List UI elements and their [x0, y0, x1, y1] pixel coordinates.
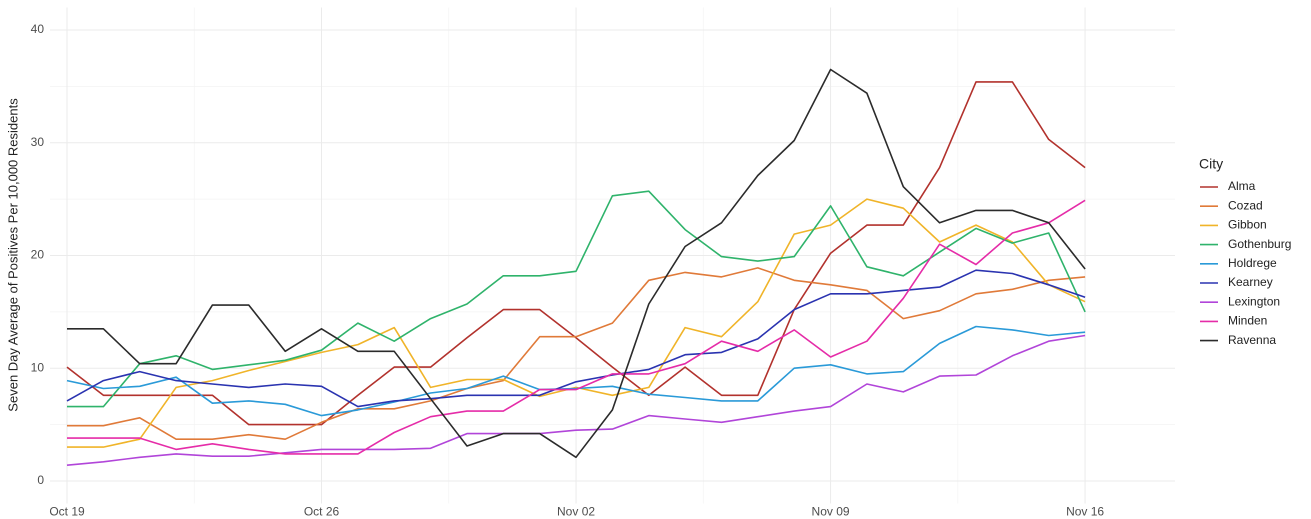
legend-label: Alma [1228, 179, 1256, 193]
series-line [66, 325, 1086, 417]
y-tick-label: 0 [37, 473, 44, 487]
series-line [66, 81, 1086, 426]
legend-label: Cozad [1228, 198, 1263, 212]
series-line [66, 334, 1086, 466]
y-tick-label: 20 [31, 248, 45, 262]
series-line [67, 190, 1086, 408]
legend-label: Kearney [1228, 275, 1273, 289]
legend-label: Minden [1228, 314, 1267, 328]
series-line [66, 269, 1086, 408]
x-tick-label: Nov 02 [557, 505, 595, 519]
legend-label: Lexington [1228, 294, 1280, 308]
y-tick-label: 30 [31, 135, 45, 149]
x-tick-label: Nov 09 [812, 505, 850, 519]
series-line [67, 199, 1086, 455]
legend-label: Ravenna [1228, 333, 1276, 347]
y-axis-label: Seven Day Average of Positives Per 10,00… [5, 98, 20, 412]
legend-label: Holdrege [1228, 256, 1277, 270]
y-tick-label: 10 [31, 360, 45, 374]
legend-title: City [1199, 156, 1223, 172]
series-line [67, 198, 1086, 448]
legend-label: Gothenburg [1228, 237, 1291, 251]
legend-label: Gibbon [1228, 218, 1267, 232]
x-tick-label: Oct 19 [49, 505, 85, 519]
x-tick-label: Oct 26 [304, 505, 340, 519]
series-line [67, 68, 1086, 459]
series-line [67, 267, 1086, 440]
x-tick-label: Nov 16 [1066, 505, 1104, 519]
y-tick-label: 40 [31, 22, 45, 36]
